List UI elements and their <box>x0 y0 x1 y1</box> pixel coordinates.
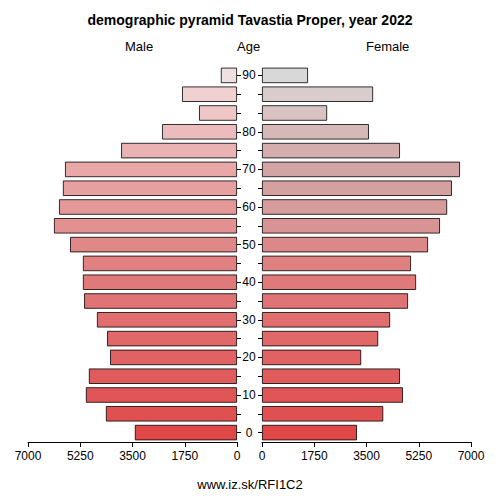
svg-text:3500: 3500 <box>353 449 380 463</box>
svg-text:0: 0 <box>234 449 241 463</box>
svg-text:3500: 3500 <box>119 449 146 463</box>
svg-text:Female: Female <box>366 39 409 54</box>
svg-text:www.iz.sk/RFI1C2: www.iz.sk/RFI1C2 <box>196 477 302 492</box>
svg-text:90: 90 <box>242 68 256 82</box>
svg-text:40: 40 <box>242 275 256 289</box>
svg-text:demographic pyramid Tavastia P: demographic pyramid Tavastia Proper, yea… <box>87 12 412 28</box>
svg-text:50: 50 <box>242 238 256 252</box>
svg-text:5250: 5250 <box>67 449 94 463</box>
svg-text:60: 60 <box>242 200 256 214</box>
svg-text:7000: 7000 <box>458 449 485 463</box>
svg-text:5250: 5250 <box>405 449 432 463</box>
svg-text:7000: 7000 <box>15 449 42 463</box>
svg-text:30: 30 <box>242 313 256 327</box>
svg-text:0: 0 <box>259 449 266 463</box>
svg-text:1750: 1750 <box>301 449 328 463</box>
svg-text:10: 10 <box>242 388 256 402</box>
svg-text:1750: 1750 <box>171 449 198 463</box>
svg-text:70: 70 <box>242 162 256 176</box>
svg-text:80: 80 <box>242 125 256 139</box>
svg-text:20: 20 <box>242 350 256 364</box>
svg-text:Male: Male <box>125 39 153 54</box>
svg-text:0: 0 <box>246 426 253 440</box>
svg-text:Age: Age <box>237 39 260 54</box>
